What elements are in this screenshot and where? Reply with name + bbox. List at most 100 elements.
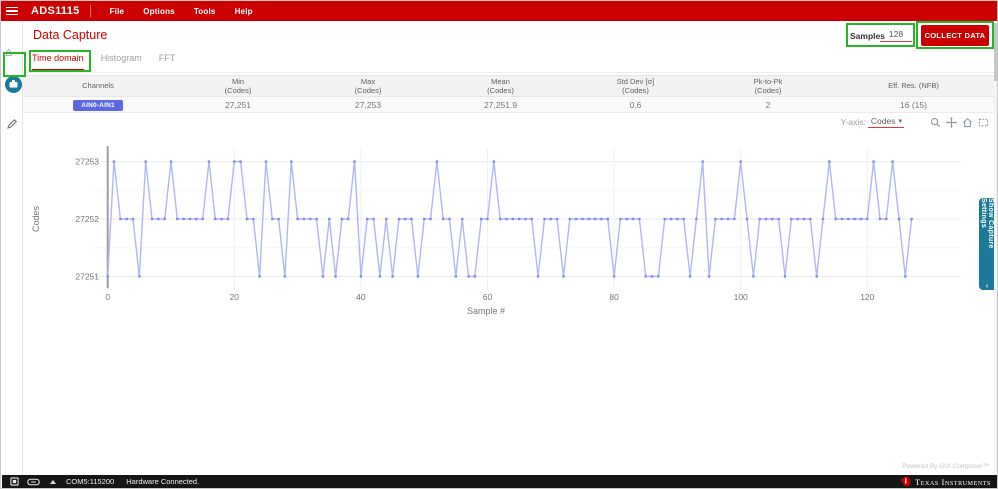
chevron-down-icon: ▾ — [898, 118, 902, 125]
register-edit-icon[interactable] — [6, 117, 18, 135]
menu-file[interactable]: File — [109, 6, 125, 16]
data-point — [530, 217, 533, 221]
data-point — [821, 217, 825, 221]
tab-histogram[interactable]: Histogram — [100, 53, 142, 63]
data-point — [157, 217, 160, 221]
data-point — [315, 217, 318, 221]
show-capture-settings-tab[interactable]: Show Capture Settings ‹ — [979, 198, 995, 290]
data-point — [853, 217, 856, 221]
col-max: Max (Codes) — [354, 76, 382, 95]
data-capture-icon[interactable] — [5, 76, 22, 93]
data-point — [271, 217, 274, 221]
data-point — [536, 275, 540, 278]
channel-badge[interactable]: AIN0-AIN1 — [73, 99, 123, 111]
y-axis-label: Y-axis: — [840, 117, 866, 127]
data-point — [815, 275, 818, 278]
data-point — [112, 160, 116, 163]
menubar-divider — [89, 5, 91, 17]
col-mean: Mean (Codes) — [487, 76, 514, 95]
data-point — [454, 275, 457, 278]
data-point — [796, 217, 799, 221]
status-bar: COM5:115200 Hardware Connected. Texas In… — [2, 475, 997, 488]
data-point — [207, 160, 211, 163]
data-point — [631, 217, 635, 221]
menu-options[interactable]: Options — [143, 6, 175, 16]
data-point — [473, 275, 476, 278]
data-point — [347, 217, 350, 221]
data-point — [511, 217, 514, 221]
col-min: Min (Codes) — [224, 76, 252, 95]
com-port-label: COM5:115200 — [66, 477, 115, 486]
std-dev-value: 0.6 — [629, 99, 642, 110]
y-tick-label: 27253 — [75, 157, 99, 167]
scrollbar-track[interactable] — [994, 21, 997, 476]
link-icon[interactable] — [27, 478, 40, 486]
data-point — [720, 217, 723, 221]
data-point — [499, 217, 502, 221]
hamburger-menu-icon[interactable] — [1, 1, 23, 21]
data-point — [897, 217, 901, 221]
menu-help[interactable]: Help — [234, 6, 253, 16]
collect-data-button[interactable]: COLLECT DATA — [921, 25, 989, 46]
col-channels: Channels — [82, 81, 114, 91]
data-point — [866, 217, 869, 221]
data-point — [701, 160, 704, 163]
data-point — [195, 217, 198, 221]
data-point — [372, 217, 375, 221]
samples-input[interactable] — [880, 27, 912, 42]
col-std-dev: Std Dev [σ] (Codes) — [616, 76, 655, 95]
tab-time-domain[interactable]: Time domain — [32, 53, 84, 71]
data-point — [448, 217, 451, 221]
data-point — [201, 217, 204, 221]
data-point — [486, 217, 489, 221]
box-zoom-icon[interactable] — [978, 117, 989, 128]
mean-value: 27,251.9 — [483, 99, 518, 110]
menu-tools[interactable]: Tools — [193, 6, 216, 16]
data-point — [574, 217, 578, 221]
caret-up-icon[interactable] — [50, 479, 56, 484]
data-point — [587, 217, 590, 221]
zoom-icon[interactable] — [930, 117, 941, 128]
menubar: ADS1115 File Options Tools Help — [1, 1, 997, 21]
board-icon[interactable] — [10, 477, 19, 486]
data-point — [252, 217, 255, 221]
home-icon[interactable]: ⌂ — [5, 45, 13, 59]
data-point — [264, 160, 268, 163]
data-point — [644, 275, 647, 278]
data-point — [555, 217, 559, 221]
pan-icon[interactable] — [946, 116, 957, 128]
col-eff-res: Eff. Res. (NFB) — [888, 81, 939, 91]
data-point — [176, 217, 179, 221]
y-axis-title: Codes — [31, 205, 41, 232]
data-point — [492, 160, 495, 163]
data-point — [385, 217, 388, 221]
data-point — [707, 275, 711, 278]
data-point — [239, 160, 242, 163]
data-point — [150, 217, 154, 221]
min-value: 27,251 — [225, 99, 251, 110]
data-point — [480, 217, 483, 221]
data-point — [283, 275, 287, 278]
left-sidebar: ⌂ — [1, 21, 23, 476]
data-point — [733, 217, 736, 221]
data-point — [334, 275, 337, 278]
data-point — [245, 217, 249, 221]
home-icon[interactable] — [962, 117, 973, 128]
data-point — [695, 217, 698, 221]
data-point — [321, 275, 325, 278]
data-point — [663, 217, 666, 221]
y-axis-select[interactable]: Codes ▾ — [867, 116, 904, 128]
tab-fft[interactable]: FFT — [158, 53, 176, 63]
data-point — [625, 217, 628, 221]
data-point — [752, 275, 755, 278]
data-point — [764, 217, 768, 221]
scrollbar-thumb[interactable] — [994, 23, 997, 81]
connection-status: Hardware Connected. — [126, 477, 200, 486]
data-point — [650, 275, 654, 278]
ti-brand: Texas Instruments — [900, 476, 991, 487]
data-point — [169, 160, 173, 163]
eff-res-value: 16 (15) — [900, 99, 927, 110]
data-point — [214, 217, 217, 221]
x-tick-label: 40 — [356, 292, 366, 302]
